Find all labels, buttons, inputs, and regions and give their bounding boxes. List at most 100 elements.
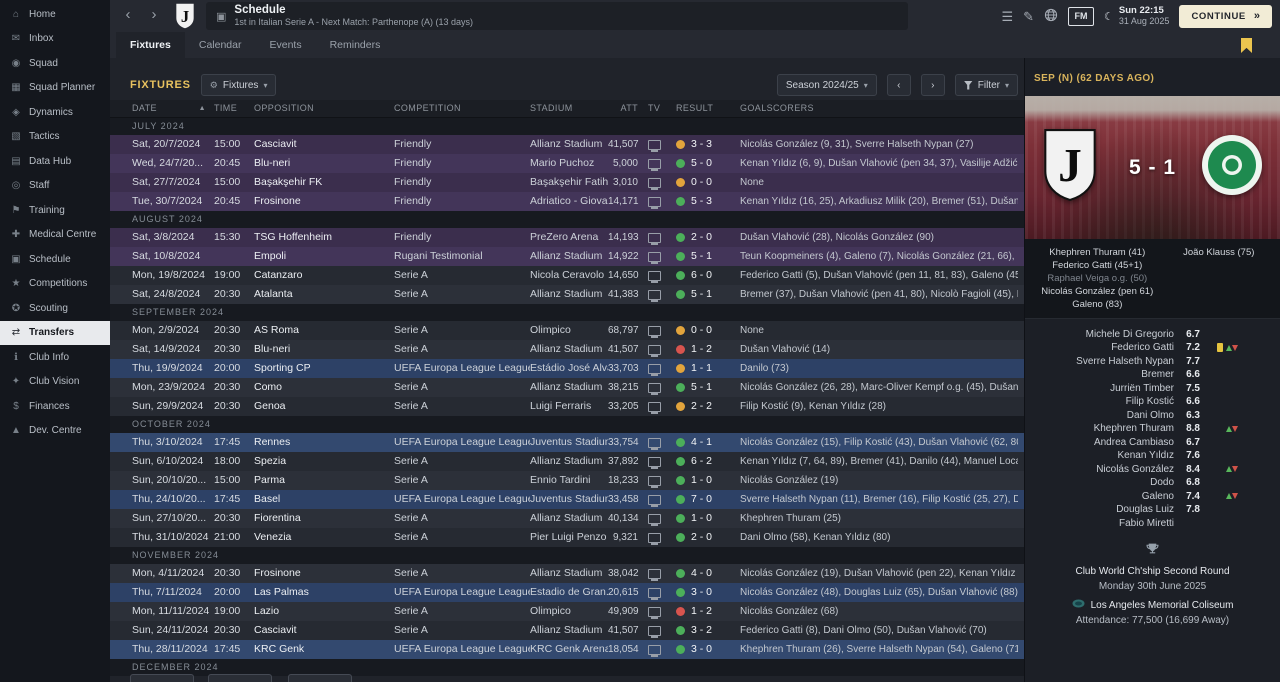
sidebar-item-club-info[interactable]: ℹ Club Info [0,345,110,370]
fixture-tv-cell [648,192,676,211]
bottom-dropdown-stub[interactable]: ▾ [288,674,352,682]
fixture-row[interactable]: Sun, 20/10/20... 15:00 Parma Serie A Ennio T… [110,471,1024,490]
fixture-row[interactable]: Sun, 29/9/2024 20:30 Genoa Serie A Luigi Fer… [110,397,1024,416]
fixture-row[interactable]: Sat, 27/7/2024 15:00 Başakşehir FK Friendly… [110,173,1024,192]
fixture-row[interactable]: Thu, 31/10/2024 21:00 Venezia Serie A Pier L… [110,528,1024,547]
globe-icon[interactable] [1044,8,1058,24]
fixture-row[interactable]: Sat, 10/8/2024 Empoli Rugani Testimonial Al… [110,247,1024,266]
sidebar-item-staff[interactable]: ◎ Staff [0,174,110,199]
fixture-row[interactable]: Wed, 24/7/20... 20:45 Blu-neri Friendly Mari… [110,154,1024,173]
column-header-competition[interactable]: COMPETITION [394,100,530,117]
tab-fixtures[interactable]: Fixtures [116,32,185,58]
sidebar-item-competitions[interactable]: ★ Competitions [0,272,110,297]
sidebar-item-squad-planner[interactable]: ▦ Squad Planner [0,76,110,101]
sidebar-item-club-vision[interactable]: ✦ Club Vision [0,370,110,395]
fixture-opposition: Frosinone [254,195,301,207]
bottom-dropdown-stub[interactable]: ▾ [208,674,272,682]
player-name[interactable]: Nicolás González [1096,463,1174,475]
tab-reminders[interactable]: Reminders [329,39,381,51]
fixture-row[interactable]: Sun, 24/11/2024 20:30 Casciavit Serie A Alli… [110,621,1024,640]
bottom-dropdown-stub[interactable]: ▾ [130,674,194,682]
column-header-tv[interactable]: TV [648,100,676,117]
sidebar-item-transfers[interactable]: ⇄ Transfers [0,320,110,345]
sidebar-item-tactics[interactable]: ▧ Tactics [0,125,110,150]
sidebar-item-inbox[interactable]: ✉ Inbox [0,27,110,52]
player-name[interactable]: Bremer [1141,369,1174,381]
player-name[interactable]: Jurriën Timber [1110,382,1174,394]
column-header-att[interactable]: ATT [608,100,648,117]
fixture-row[interactable]: Sat, 3/8/2024 15:30 TSG Hoffenheim Friendly… [110,228,1024,247]
back-icon[interactable]: ‹ [125,6,131,23]
fixture-row[interactable]: Thu, 3/10/2024 17:45 Rennes UEFA Europa Lea… [110,433,1024,452]
result-indicator [676,252,685,261]
forward-icon[interactable]: › [151,6,157,23]
player-name[interactable]: Fabio Miretti [1118,517,1174,529]
player-name[interactable]: Michele Di Gregorio [1085,328,1174,340]
fixture-row[interactable]: Sat, 14/9/2024 20:30 Blu-neri Serie A Allian… [110,340,1024,359]
continue-button[interactable]: CONTINUE » [1179,4,1272,28]
column-header-date[interactable]: DATE ▲ [132,100,214,117]
result-score: 4 - 0 [691,567,713,579]
fixture-row[interactable]: Sat, 20/7/2024 15:00 Casciavit Friendly Alli… [110,135,1024,154]
match-score: 5 - 1 [1128,155,1177,179]
player-name[interactable]: Filip Kostić [1125,396,1174,408]
fixture-opposition: Empoli [254,250,287,262]
screen-title-block[interactable]: ▣ Schedule 1st in Italian Serie A - Next… [206,2,908,30]
player-rating-row: Khephren Thuram 8.8 [1037,422,1238,436]
sidebar-item-home[interactable]: ⌂ Home [0,2,110,27]
player-name[interactable]: Douglas Luiz [1116,504,1174,516]
sidebar-item-dev-centre[interactable]: ▲ Dev. Centre [0,419,110,444]
player-name[interactable]: Dani Olmo [1126,409,1174,421]
player-name[interactable]: Khephren Thuram [1093,423,1174,435]
column-header-opposition[interactable]: OPPOSITION [254,100,394,117]
sidebar-item-finances[interactable]: $ Finances [0,394,110,419]
player-name[interactable]: Sverre Halseth Nypan [1076,355,1174,367]
fixture-row[interactable]: Mon, 23/9/2024 20:30 Como Serie A Allianz St… [110,378,1024,397]
fixture-opposition: Spezia [254,455,287,467]
tab-events[interactable]: Events [269,39,302,51]
panel-header[interactable]: SEP (N) (62 DAYS AGO) [1034,73,1155,84]
player-name[interactable]: Dodo [1150,477,1174,489]
player-name[interactable]: Andrea Cambiaso [1093,436,1174,448]
bookmark-icon[interactable] [1241,38,1252,53]
previous-season-button[interactable]: ‹ [886,74,911,96]
fixture-goalscorers: Sverre Halseth Nypan (11), Bremer (16), … [740,494,1018,505]
fixture-row[interactable]: Thu, 7/11/2024 20:00 Las Palmas UEFA Europa… [110,583,1024,602]
fixture-row[interactable]: Mon, 19/8/2024 19:00 Catanzaro Serie A Nicol… [110,266,1024,285]
tab-calendar[interactable]: Calendar [198,39,242,51]
column-header-stadium[interactable]: STADIUM [530,100,608,117]
sidebar-item-dynamics[interactable]: ◈ Dynamics [0,100,110,125]
menu-icon[interactable]: ☰ [1001,8,1014,24]
sidebar-item-schedule[interactable]: ▣ Schedule [0,247,110,272]
fixture-row[interactable]: Mon, 4/11/2024 20:30 Frosinone Serie A Allia… [110,564,1024,583]
fixtures-view-button[interactable]: ⚙ Fixtures ▾ [200,74,277,96]
fixture-row[interactable]: Thu, 24/10/20... 17:45 Basel UEFA Europa Le… [110,490,1024,509]
edit-icon[interactable]: ✎ [1023,8,1035,24]
upcoming-venue: Los Angeles Memorial Coliseum [1090,599,1234,611]
fixture-row[interactable]: Mon, 2/9/2024 20:30 AS Roma Serie A Olimpico… [110,321,1024,340]
fixture-row[interactable]: Tue, 30/7/2024 20:45 Frosinone Friendly Adri… [110,192,1024,211]
sidebar-item-medical-centre[interactable]: ✚ Medical Centre [0,223,110,248]
sidebar-item-training[interactable]: ⚑ Training [0,198,110,223]
sidebar-item-scouting[interactable]: ✪ Scouting [0,296,110,321]
fixture-row[interactable]: Thu, 28/11/2024 17:45 KRC Genk UEFA Europa … [110,640,1024,659]
column-header-goalscorers[interactable]: GOALSCORERS [740,100,1018,117]
fixture-row[interactable]: Sun, 6/10/2024 18:00 Spezia Serie A Allianz … [110,452,1024,471]
season-select[interactable]: Season 2024/25 ▾ [776,74,877,96]
sidebar-item-squad[interactable]: ◉ Squad [0,51,110,76]
fixture-row[interactable]: Sun, 27/10/20... 20:30 Fiorentina Serie A Al… [110,509,1024,528]
sidebar-item-data-hub[interactable]: ▤ Data Hub [0,149,110,174]
column-header-result[interactable]: RESULT [676,100,740,117]
next-season-button[interactable]: › [920,74,945,96]
fixture-row[interactable]: Sat, 24/8/2024 20:30 Atalanta Serie A Allian… [110,285,1024,304]
column-header-time[interactable]: TIME [214,100,254,117]
stadium-icon [1072,598,1085,613]
player-name[interactable]: Galeno [1141,490,1174,502]
fixture-row[interactable]: Mon, 11/11/2024 19:00 Lazio Serie A Olimpico… [110,602,1024,621]
player-name[interactable]: Kenan Yıldız [1117,450,1174,462]
fixture-result: 1 - 1 [676,359,740,378]
fixture-row[interactable]: Thu, 19/9/2024 20:00 Sporting CP UEFA Europ… [110,359,1024,378]
juventus-crest-small[interactable]: J [174,3,196,29]
filter-button[interactable]: Filter ▾ [954,74,1018,96]
player-name[interactable]: Federico Gatti [1111,342,1174,354]
